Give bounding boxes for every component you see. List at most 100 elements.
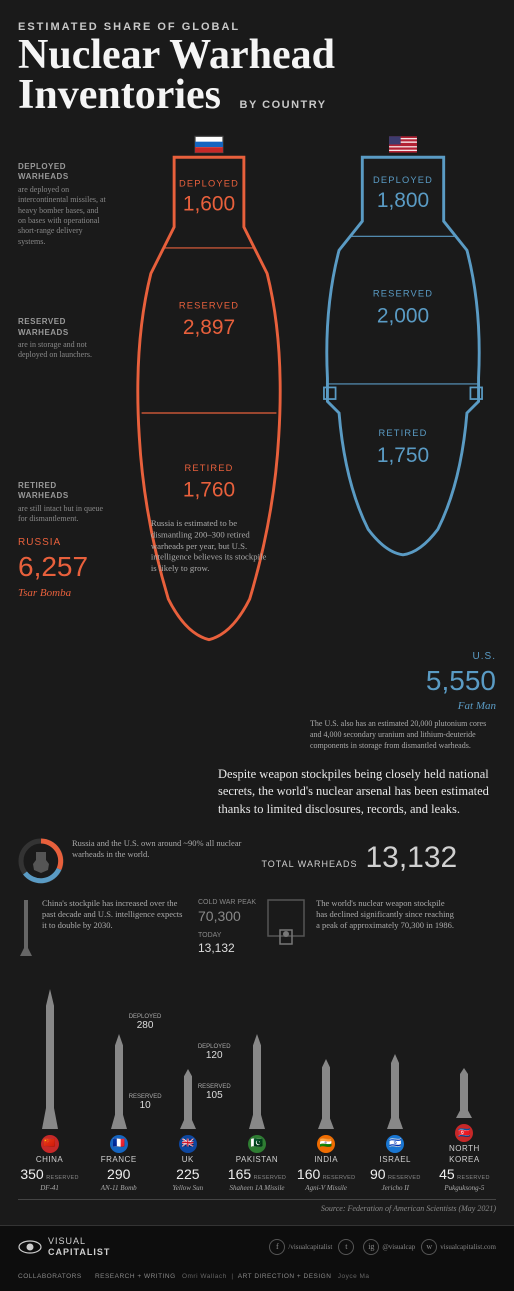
statement-text: Despite weapon stockpiles being closely … [218, 766, 496, 819]
russia-footnote: Russia is estimated to be dismantling 20… [151, 518, 267, 575]
social-icon: w [421, 1239, 437, 1255]
country-total: 350 [20, 1166, 43, 1182]
retired-label: RETIRED WARHEADS [18, 481, 108, 502]
flag-icon: 🇬🇧 [179, 1135, 197, 1153]
vc-logo: VISUALCAPITALIST [18, 1236, 110, 1259]
weapon-name: Pukguksong-5 [433, 1184, 496, 1193]
main-container: ESTIMATED SHARE OF GLOBAL Nuclear Warhea… [0, 0, 514, 1225]
reserved-desc: are in storage and not deployed on launc… [18, 340, 108, 361]
social-icon: ig [363, 1239, 379, 1255]
country-total: 225 [176, 1166, 199, 1182]
country-total: 160 [297, 1166, 320, 1182]
total-label: TOTAL WARHEADS [261, 860, 357, 870]
social-link[interactable]: ig@visualcap [363, 1239, 415, 1255]
source-text: Source: Federation of American Scientist… [18, 1204, 496, 1214]
russia-bomb: DEPLOYED 1,600 RESERVED 2,897 RETIRED 1,… [116, 134, 302, 752]
pie-block: Russia and the U.S. own around ~90% all … [18, 838, 247, 884]
flag-icon: 🇵🇰 [248, 1135, 266, 1153]
missile-icon [18, 979, 81, 1129]
scale-icon [266, 898, 306, 948]
header: ESTIMATED SHARE OF GLOBAL Nuclear Warhea… [18, 20, 496, 116]
country-total: 90 [370, 1166, 386, 1182]
peak-block: COLD WAR PEAK 70,300 TODAY 13,132 [198, 898, 256, 956]
weapon-name: AN-11 Bomb [87, 1184, 150, 1193]
social-icon: t [338, 1239, 354, 1255]
country-israel: 🇮🇱 ISRAEL 90 RESERVED Jericho II [364, 979, 427, 1194]
total-value: 13,132 [365, 838, 457, 877]
credits: COLLABORATORS RESEARCH + WRITING Omri Wa… [0, 1269, 514, 1291]
reserved-label: RESERVED WARHEADS [18, 317, 108, 338]
svg-text:RETIRED: RETIRED [185, 463, 234, 473]
country-name: ISRAEL [364, 1155, 427, 1165]
deployed-desc: are deployed on intercontinental missile… [18, 185, 108, 247]
missile-icon [225, 979, 288, 1129]
pie-note: Russia and the U.S. own around ~90% all … [72, 838, 247, 860]
country-india: 🇮🇳 INDIA 160 RESERVED Agni-V Missile [295, 979, 358, 1194]
svg-text:2,000: 2,000 [377, 304, 429, 327]
country-name: FRANCE [87, 1155, 150, 1165]
svg-text:2,897: 2,897 [183, 316, 235, 339]
countries-row: 🇨🇳 CHINA 350 RESERVED DF-41 DEPLOYED280R… [18, 968, 496, 1200]
country-pakistan: 🇵🇰 PAKISTAN 165 RESERVED Shaheen 1A Miss… [225, 979, 288, 1194]
country-north-korea: 🇰🇵 NORTH KOREA 45 RESERVED Pukguksong-5 [433, 968, 496, 1193]
missile-icon [295, 979, 358, 1129]
us-total: 5,550 [310, 663, 496, 699]
weapon-name: Yellow Sun [156, 1184, 219, 1193]
us-footnote: The U.S. also has an estimated 20,000 pl… [310, 719, 496, 751]
retired-desc: are still intact but in queue for disman… [18, 504, 108, 525]
china-missile-icon [18, 898, 34, 958]
flag-icon: 🇫🇷 [110, 1135, 128, 1153]
russia-bomb-svg: DEPLOYED 1,600 RESERVED 2,897 RETIRED 1,… [116, 134, 302, 646]
us-bomb: DEPLOYED 1,800 RESERVED 2,000 RETIRED 1,… [310, 134, 496, 752]
svg-text:RESERVED: RESERVED [373, 289, 433, 299]
missile-icon [364, 979, 427, 1129]
vc-logo-icon [18, 1238, 42, 1256]
country-total: 165 [228, 1166, 251, 1182]
social-link[interactable]: f/visualcapitalist [269, 1239, 332, 1255]
us-weapon: Fat Man [310, 699, 496, 713]
svg-text:DEPLOYED: DEPLOYED [373, 175, 433, 185]
socials: f/visualcapitalist t ig@visualcap wvisualca… [269, 1239, 496, 1255]
russia-weapon: Tsar Bomba [18, 586, 108, 600]
flag-icon: 🇮🇳 [317, 1135, 335, 1153]
missile-icon: DEPLOYED280RESERVED10 [87, 979, 150, 1129]
social-link[interactable]: wvisualcapitalist.com [421, 1239, 496, 1255]
country-name: INDIA [295, 1155, 358, 1165]
flag-icon: 🇰🇵 [455, 1124, 473, 1142]
us-total-block: U.S. 5,550 Fat Man [310, 650, 496, 714]
pie-icon [18, 838, 64, 884]
decline-text: The world's nuclear weapon stockpile has… [316, 898, 456, 931]
flag-icon: 🇨🇳 [41, 1135, 59, 1153]
china-note: China's stockpile has increased over the… [42, 898, 188, 931]
missile-icon: DEPLOYED120RESERVED105 [156, 979, 219, 1129]
decline-row: China's stockpile has increased over the… [18, 898, 496, 958]
us-bomb-svg: DEPLOYED 1,800 RESERVED 2,000 RETIRED 1,… [310, 134, 496, 646]
country-total: 290 [107, 1166, 130, 1182]
total-block: TOTAL WARHEADS 13,132 [261, 838, 496, 877]
flag-icon: 🇮🇱 [386, 1135, 404, 1153]
russia-total-block: RUSSIA 6,257 Tsar Bomba [18, 536, 108, 600]
country-china: 🇨🇳 CHINA 350 RESERVED DF-41 [18, 979, 81, 1194]
mid-row: Russia and the U.S. own around ~90% all … [18, 838, 496, 884]
deployed-label: DEPLOYED WARHEADS [18, 162, 108, 183]
svg-text:1,800: 1,800 [377, 189, 429, 212]
russia-total: 6,257 [18, 549, 108, 585]
country-france: DEPLOYED280RESERVED10 🇫🇷 FRANCE 290 AN-1… [87, 979, 150, 1194]
social-link[interactable]: t [338, 1239, 357, 1255]
country-total: 45 [439, 1166, 455, 1182]
weapon-name: Jericho II [364, 1184, 427, 1193]
side-definitions: DEPLOYED WARHEADS are deployed on interc… [18, 134, 108, 752]
country-name: UK [156, 1155, 219, 1165]
country-name: CHINA [18, 1155, 81, 1165]
country-uk: DEPLOYED120RESERVED105 🇬🇧 UK 225 Yellow … [156, 979, 219, 1194]
bombs-row: DEPLOYED WARHEADS are deployed on interc… [18, 134, 496, 752]
svg-text:DEPLOYED: DEPLOYED [179, 178, 239, 188]
svg-text:1,750: 1,750 [377, 444, 429, 467]
country-name: PAKISTAN [225, 1155, 288, 1165]
svg-text:1,760: 1,760 [183, 479, 235, 502]
svg-text:RETIRED: RETIRED [379, 428, 428, 438]
social-icon: f [269, 1239, 285, 1255]
header-title: Nuclear Warhead Inventories BY COUNTRY [18, 36, 496, 116]
weapon-name: DF-41 [18, 1184, 81, 1193]
weapon-name: Shaheen 1A Missile [225, 1184, 288, 1193]
